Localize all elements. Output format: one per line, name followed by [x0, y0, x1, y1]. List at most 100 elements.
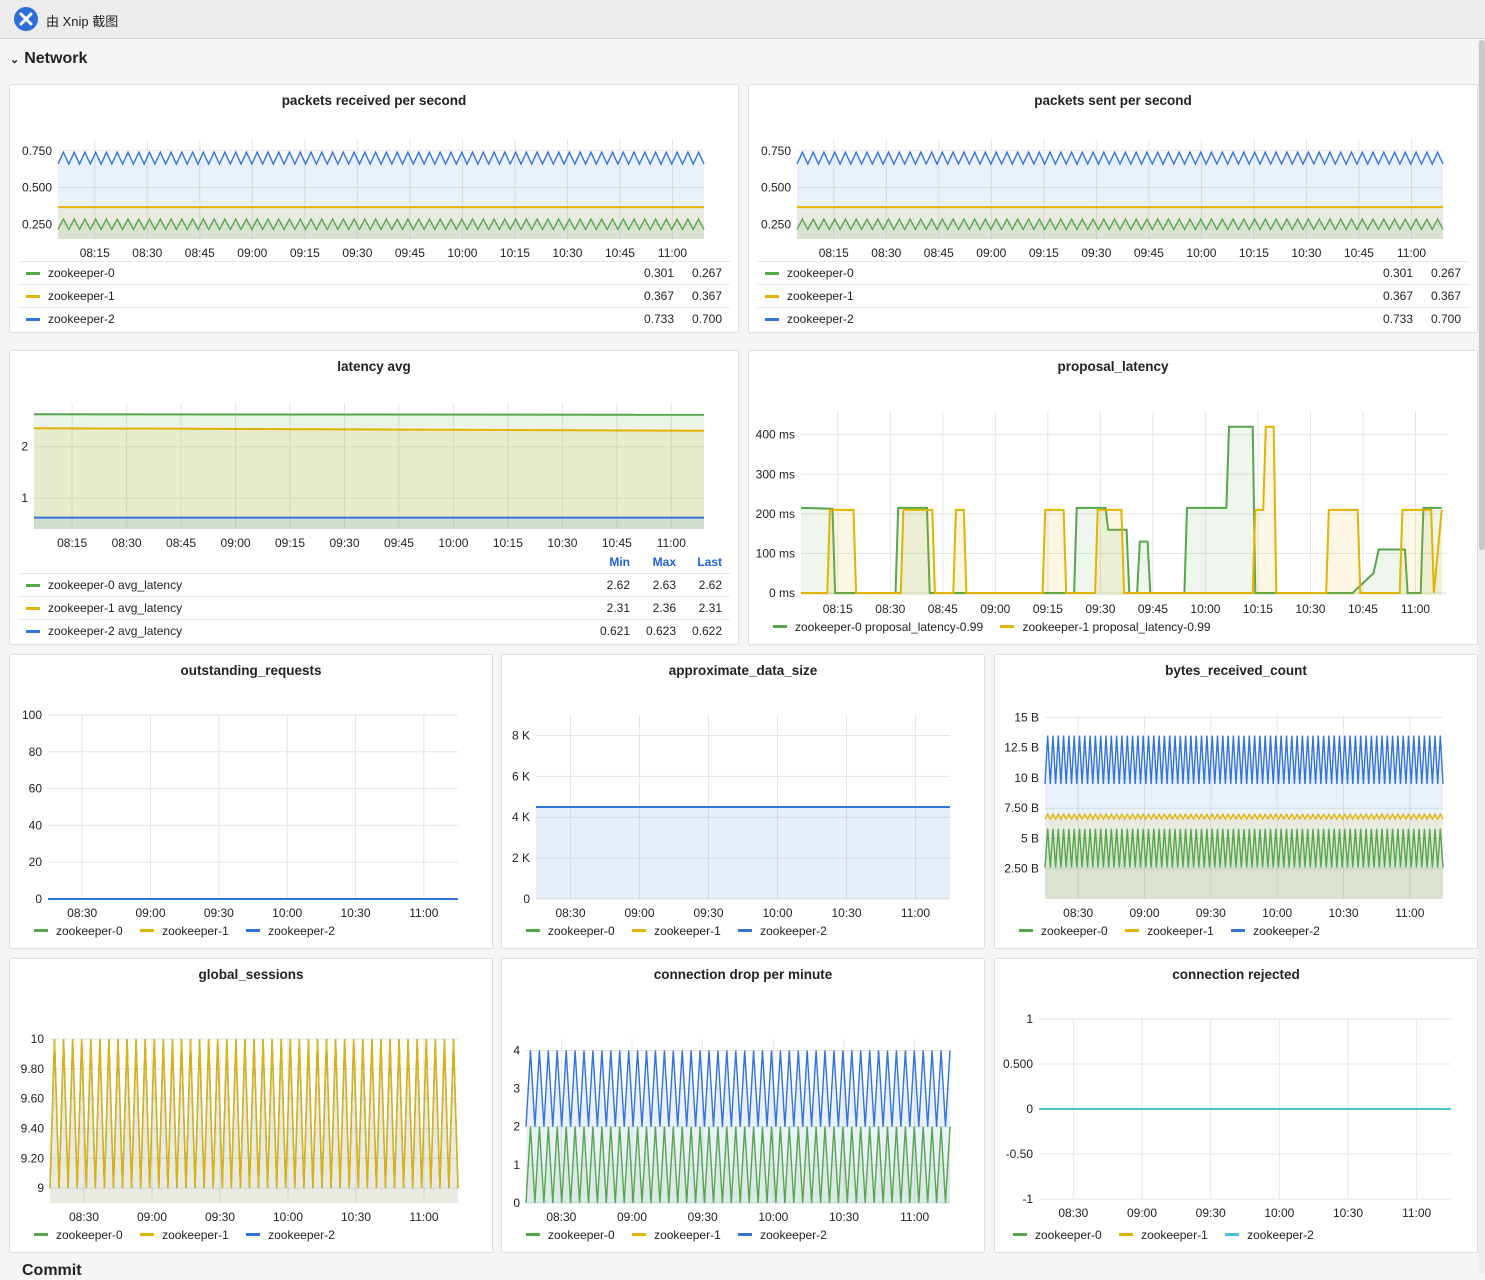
legend-item[interactable]: zookeeper-1	[140, 924, 229, 938]
legend-name: zookeeper-1	[162, 924, 229, 938]
scrollbar-track[interactable]	[1478, 40, 1485, 1273]
legend-row[interactable]: zookeeper-2 0.733 0.700	[18, 307, 730, 331]
panel-latency-avg[interactable]: latency avg 08:15 08:30 08:45 09:00 09:15 09:…	[9, 350, 739, 645]
legend-row[interactable]: zookeeper-0 0.301 0.267	[18, 261, 730, 285]
x-tick-label: 10:30	[340, 906, 370, 920]
panel-packets-sent[interactable]: packets sent per second 08:15 08:30 08:45 0…	[748, 84, 1478, 333]
legend-header-max[interactable]: Max	[652, 555, 676, 569]
row-header-commit[interactable]: Commit	[22, 1262, 82, 1279]
x-tick-label: 10:45	[602, 536, 632, 550]
legend-name: zookeeper-2	[48, 312, 115, 326]
legend-row[interactable]: zookeeper-1 0.367 0.367	[757, 284, 1469, 308]
y-tick-label: 9.20	[21, 1151, 45, 1165]
legend-row[interactable]: zookeeper-1 0.367 0.367	[18, 284, 730, 308]
legend-item[interactable]: zookeeper-0	[1019, 924, 1108, 938]
y-tick-label: 6 K	[512, 769, 530, 783]
legend-item[interactable]: zookeeper-2	[246, 1228, 335, 1242]
x-tick-label: 08:30	[112, 536, 142, 550]
y-tick-label: 0	[523, 892, 530, 906]
legend-header-last[interactable]: Last	[697, 555, 722, 569]
row-header-network[interactable]: ⌄ Network	[10, 50, 87, 68]
y-tick-label: 0 ms	[769, 586, 795, 600]
legend-item[interactable]: zookeeper-1	[1125, 924, 1214, 938]
scrollbar-thumb[interactable]	[1479, 40, 1485, 550]
series-area	[58, 152, 704, 239]
legend-row[interactable]: zookeeper-2 0.733 0.700	[757, 307, 1469, 331]
panel-title: packets sent per second	[1034, 93, 1192, 108]
y-tick-label: 2.50 B	[1004, 862, 1039, 876]
y-tick-label: 9.80	[21, 1062, 45, 1076]
panel-connection-rejected[interactable]: connection rejected 08:30 09:00 09:30 10:00…	[994, 958, 1478, 1253]
series-line	[1044, 828, 1444, 868]
row-title: Network	[24, 50, 88, 67]
series-area	[797, 152, 1443, 239]
panel-connection-drop[interactable]: connection drop per minute 08:30 09:00 09:…	[501, 958, 985, 1253]
legend-item[interactable]: zookeeper-2	[1231, 924, 1320, 938]
legend-row[interactable]: zookeeper-0 avg_latency 2.62 2.63 2.62	[18, 573, 730, 597]
chart-legend: zookeeper-0 zookeeper-1 zookeeper-2	[34, 924, 349, 938]
panel-packets-received[interactable]: packets received per second 08:15 08:30 08…	[9, 84, 739, 333]
legend-row[interactable]: zookeeper-2 avg_latency 0.621 0.623 0.622	[18, 619, 730, 643]
legend-header-min[interactable]: Min	[609, 555, 630, 569]
y-tick-label: 0	[1026, 1102, 1033, 1116]
panel-bytes-received-count[interactable]: bytes_received_count 08:30 09:00 09:30 10:0…	[994, 654, 1478, 949]
panel-proposal-latency[interactable]: proposal_latency 08:15 08:30 08:45 09:00 09:…	[748, 350, 1478, 645]
x-tick-label: 08:45	[185, 246, 215, 260]
legend-item[interactable]: zookeeper-0	[1013, 1228, 1102, 1242]
chart-legend: zookeeper-0 zookeeper-1 zookeeper-2	[526, 1228, 841, 1242]
window-title: 由 Xnip 截图	[46, 14, 119, 29]
legend-item[interactable]: zookeeper-2	[738, 924, 827, 938]
panel-title: global_sessions	[198, 967, 304, 982]
series-line	[1044, 735, 1444, 785]
x-tick-label: 10:00	[1186, 246, 1216, 260]
legend-row[interactable]: zookeeper-0 0.301 0.267	[757, 261, 1469, 285]
panel-approximate-data-size[interactable]: approximate_data_size 08:30 09:00 09:30 10:…	[501, 654, 985, 949]
x-tick-label: 09:00	[1129, 906, 1159, 920]
y-tick-label: 2 K	[512, 851, 530, 865]
series-line	[49, 1038, 459, 1189]
xnip-app-icon	[14, 7, 38, 31]
legend-item[interactable]: zookeeper-1	[632, 1228, 721, 1242]
legend-item[interactable]: zookeeper-0	[526, 1228, 615, 1242]
legend-item[interactable]: zookeeper-1 proposal_latency-0.99	[1000, 620, 1211, 634]
x-tick-label: 10:30	[552, 246, 582, 260]
panel-outstanding-requests[interactable]: outstanding_requests 08:30 09:00 09:30 10:0…	[9, 654, 493, 949]
legend-item[interactable]: zookeeper-1	[1119, 1228, 1208, 1242]
x-tick-label: 09:15	[275, 536, 305, 550]
panel-global-sessions[interactable]: global_sessions 08:30 09:00 09:30 10:00 10:3…	[9, 958, 493, 1253]
legend-value: 0.621	[599, 624, 630, 638]
x-tick-label: 08:30	[132, 246, 162, 260]
x-tick-label: 09:30	[1196, 1206, 1226, 1220]
chart-legend: zookeeper-0 zookeeper-1 zookeeper-2	[526, 924, 841, 938]
legend-swatch	[246, 1233, 261, 1237]
legend-item[interactable]: zookeeper-0	[34, 1228, 123, 1242]
legend-item[interactable]: zookeeper-0	[34, 924, 123, 938]
x-tick-label: 10:00	[758, 1210, 788, 1224]
legend-row[interactable]: zookeeper-1 avg_latency 2.31 2.36 2.31	[18, 596, 730, 620]
legend-name: zookeeper-1	[787, 289, 854, 303]
legend-item[interactable]: zookeeper-2	[246, 924, 335, 938]
legend-item[interactable]: zookeeper-2	[1225, 1228, 1314, 1242]
legend-value: 0.733	[1382, 312, 1413, 326]
legend-name: zookeeper-1	[654, 1228, 721, 1242]
x-tick-label: 08:15	[57, 536, 87, 550]
legend-item[interactable]: zookeeper-0 proposal_latency-0.99	[773, 620, 983, 634]
y-tick-label: 2	[513, 1120, 520, 1134]
x-tick-label: 09:45	[384, 536, 414, 550]
legend-name: zookeeper-0	[56, 924, 123, 938]
legend-item[interactable]: zookeeper-1	[140, 1228, 229, 1242]
legend-value: 0.733	[643, 312, 674, 326]
legend-item[interactable]: zookeeper-0	[526, 924, 615, 938]
y-tick-label: 60	[29, 782, 43, 796]
series-line	[796, 150, 1444, 166]
legend-item[interactable]: zookeeper-2	[738, 1228, 827, 1242]
y-tick-label: 1	[21, 491, 28, 505]
legend-item[interactable]: zookeeper-1	[632, 924, 721, 938]
legend-swatch	[526, 929, 540, 933]
x-tick-label: 09:00	[976, 246, 1006, 260]
legend-name: zookeeper-0 proposal_latency-0.99	[795, 620, 984, 634]
x-tick-label: 08:45	[166, 536, 196, 550]
chart-packets-sent: 08:15 08:30 08:45 09:00 09:15 09:30 09:45 10:00…	[761, 139, 1444, 260]
chart-outstanding-requests: 08:30 09:00 09:30 10:00 10:30 11:00 0 20 40 60 80 1…	[22, 708, 458, 920]
legend-swatch	[1125, 929, 1140, 933]
